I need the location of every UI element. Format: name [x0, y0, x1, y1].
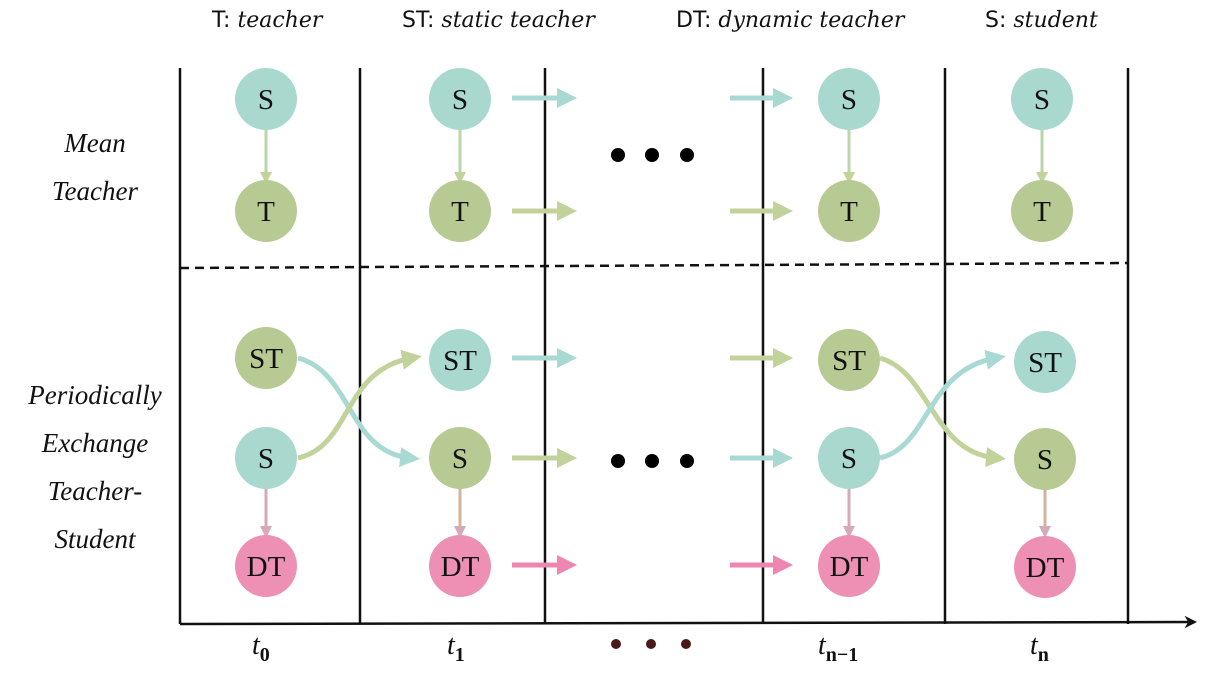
exchange-curve-olive: [297, 349, 422, 461]
time-axis: [179, 615, 1197, 629]
legend-static-teacher-abbr: ST:: [402, 8, 434, 33]
time-label-t0: t0: [252, 630, 270, 666]
ellipsis-pets: [611, 454, 694, 468]
ellipsis-dot: [646, 639, 656, 649]
vertical-arrows: [260, 128, 1051, 538]
node-label: T: [840, 196, 858, 228]
node-dynamic-teacher: DT: [1014, 536, 1076, 598]
row-label-line: Periodically: [27, 380, 161, 410]
node-static-teacher: ST: [1014, 331, 1076, 393]
ellipsis-dot: [681, 639, 691, 649]
legend-static-teacher: ST: static teacher: [402, 8, 596, 33]
exchange-curves: [297, 349, 1006, 468]
ellipsis-dot: [680, 148, 694, 162]
node-label: ST: [249, 343, 283, 375]
node-label: ST: [832, 345, 866, 377]
legend-dynamic-teacher: DT: dynamic teacher: [676, 8, 906, 33]
node-student: S: [235, 68, 297, 130]
node-label: T: [451, 196, 469, 228]
node-student: S: [429, 427, 491, 489]
time-label-tn: tn: [1030, 630, 1049, 666]
node-label: S: [452, 84, 468, 116]
node-student: S: [818, 427, 880, 489]
node-label: S: [1037, 444, 1053, 476]
node-student: S: [818, 68, 880, 130]
time-label-tn-1: tn−1: [818, 630, 858, 666]
exchange-curve-olive: [879, 355, 1006, 468]
node-static-teacher: ST: [235, 327, 297, 389]
row-label-line: Exchange: [41, 428, 148, 458]
node-student: S: [235, 427, 297, 489]
legend-teacher-name: teacher: [237, 8, 323, 33]
ellipsis-dot: [611, 148, 625, 162]
node-label: ST: [443, 345, 477, 377]
node-label: DT: [247, 551, 286, 583]
node-label: DT: [441, 551, 480, 583]
legend-teacher-abbr: T:: [211, 8, 230, 33]
row-label-line: Student: [55, 524, 137, 554]
node-label: T: [257, 196, 275, 228]
node-label: ST: [1028, 347, 1062, 379]
node-label: S: [1034, 84, 1050, 116]
legend-dynamic-teacher-abbr: DT:: [676, 8, 711, 33]
node-label: DT: [830, 551, 869, 583]
node-teacher: T: [429, 180, 491, 242]
legend-student-name: student: [1013, 8, 1098, 33]
node-teacher: T: [818, 180, 880, 242]
legend-student: S: student: [985, 8, 1098, 33]
node-label: DT: [1026, 552, 1065, 584]
time-label-t1: t1: [447, 630, 465, 666]
node-teacher: T: [235, 180, 297, 242]
node-label: S: [258, 84, 274, 116]
column-separators: [178, 68, 1130, 624]
node-dynamic-teacher: DT: [429, 535, 491, 597]
ellipsis-dot: [645, 148, 659, 162]
legend-student-abbr: S:: [985, 8, 1006, 33]
node-label: S: [452, 443, 468, 475]
exchange-curve-teal: [297, 355, 420, 467]
row-label-mean-teacher: Mean Teacher: [52, 128, 138, 206]
node-static-teacher: ST: [818, 329, 880, 391]
node-label: S: [841, 443, 857, 475]
node-label: S: [841, 84, 857, 116]
row-label-line: Teacher: [52, 176, 138, 206]
row-label-line: Teacher-: [48, 476, 142, 506]
node-label: S: [258, 443, 274, 475]
node-static-teacher: ST: [429, 329, 491, 391]
row-label-pets: Periodically Exchange Teacher- Student: [27, 380, 161, 554]
ellipsis-dot: [680, 454, 694, 468]
node-dynamic-teacher: DT: [818, 535, 880, 597]
ellipsis-dot: [611, 639, 621, 649]
node-teacher: T: [1011, 180, 1073, 242]
node-student: S: [1014, 428, 1076, 490]
node-dynamic-teacher: DT: [235, 535, 297, 597]
row-separator-dashed: [179, 261, 1129, 270]
legend-teacher: T: teacher: [211, 8, 324, 33]
legend-dynamic-teacher-name: dynamic teacher: [718, 8, 905, 33]
node-label: T: [1033, 196, 1051, 228]
ellipsis-mean-teacher: [611, 148, 694, 162]
ellipsis-dot: [611, 454, 625, 468]
ellipsis-dot: [645, 454, 659, 468]
exchange-curve-teal: [879, 349, 1006, 461]
transfer-arrows: [512, 88, 793, 575]
node-student: S: [429, 68, 491, 130]
row-label-line: Mean: [63, 128, 125, 158]
ellipsis-time-axis: [611, 639, 691, 649]
legend-static-teacher-name: static teacher: [441, 8, 596, 33]
node-student: S: [1011, 68, 1073, 130]
